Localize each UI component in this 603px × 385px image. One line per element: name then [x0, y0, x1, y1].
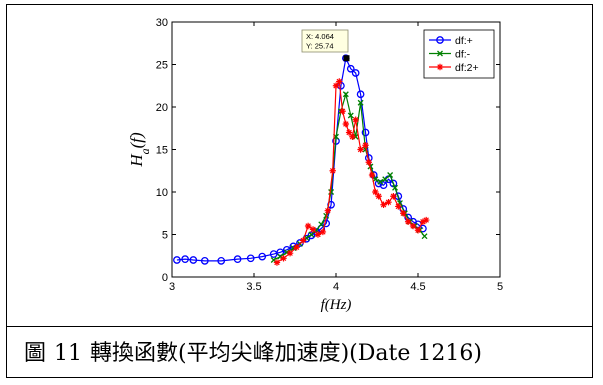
- data-point: [276, 248, 285, 257]
- x-tick-label: 5: [497, 281, 503, 293]
- legend-label: df:2+: [455, 62, 479, 74]
- x-tick-label: 3.5: [246, 281, 261, 293]
- series-2: [273, 78, 430, 266]
- legend-entry-2: df:2+: [429, 62, 479, 74]
- x-tick-label: 4.5: [410, 281, 425, 293]
- x-tick-label: 4: [333, 281, 339, 293]
- data-point: [189, 256, 198, 264]
- data-point: [437, 50, 443, 57]
- data-point: [423, 216, 430, 224]
- data-point: [342, 120, 350, 128]
- data-point: [273, 259, 281, 266]
- data-point: [319, 228, 327, 236]
- data-point: [387, 172, 394, 178]
- caption-text: 轉換函數(平均尖峰加速度)(Date 1216): [90, 341, 482, 366]
- data-point: [246, 254, 255, 263]
- data-point: [308, 231, 315, 238]
- data-point: [329, 167, 336, 174]
- data-point: [314, 231, 322, 238]
- data-point: [352, 116, 359, 123]
- data-point: [324, 207, 331, 214]
- data-point: [419, 218, 427, 225]
- caption-divider: [6, 326, 593, 327]
- data-point: [385, 199, 392, 206]
- data-point: [357, 99, 364, 106]
- series-layer: [173, 54, 430, 266]
- ticks-layer: 3 3.5 4 4.5 5 0 5 10 15 20 25 30: [156, 17, 503, 293]
- datatip-marker: [343, 55, 350, 62]
- y-tick-label: 10: [156, 187, 168, 199]
- data-point: [181, 255, 189, 263]
- data-point: [421, 233, 428, 240]
- data-point: [357, 146, 364, 153]
- y-tick-label: 5: [162, 230, 168, 242]
- data-point: [304, 222, 312, 230]
- y-tick-label: 15: [156, 145, 168, 157]
- data-point: [390, 193, 397, 200]
- data-point: [365, 159, 372, 166]
- datatip-x-label: X: 4.064: [306, 32, 334, 41]
- data-point: [347, 112, 354, 119]
- data-point: [372, 188, 379, 196]
- y-tick-label: 25: [156, 60, 168, 72]
- y-axis-label-suffix: (f): [127, 132, 146, 148]
- data-point: [361, 128, 370, 137]
- figure-caption: 圖 11 轉換函數(平均尖峰加速度)(Date 1216): [24, 336, 594, 372]
- data-point: [356, 90, 365, 99]
- data-point: [349, 133, 356, 140]
- data-point: [395, 203, 402, 210]
- data-point: [351, 69, 360, 77]
- data-point: [375, 193, 382, 200]
- caption-prefix: 圖: [24, 341, 47, 366]
- data-point: [436, 63, 444, 71]
- x-axis-label: f(Hz): [321, 297, 352, 313]
- legend-label: df:-: [455, 49, 471, 61]
- data-point: [280, 255, 287, 262]
- data-point: [342, 91, 349, 98]
- data-point: [336, 78, 343, 85]
- data-point: [258, 252, 267, 261]
- data-point: [409, 222, 417, 230]
- y-tick-label: 20: [156, 102, 168, 114]
- legend: df:+ df:-df:2+: [423, 29, 495, 79]
- data-point: [380, 201, 387, 208]
- y-axis-label-sub: a: [138, 148, 152, 154]
- data-point: [300, 237, 307, 244]
- y-axis-label: Ha(f): [127, 132, 152, 168]
- data-point: [200, 256, 209, 265]
- data-point: [392, 184, 398, 191]
- datatip-box: [301, 29, 349, 53]
- data-point: [233, 255, 242, 263]
- y-tick-label: 0: [162, 272, 168, 284]
- x-tick-label: 3: [169, 281, 175, 293]
- data-point: [332, 82, 340, 89]
- data-point: [318, 221, 325, 228]
- datatip-y-label: Y: 25.74: [306, 42, 334, 51]
- caption-number: 11: [54, 341, 83, 366]
- data-point: [436, 36, 444, 44]
- data-point: [404, 218, 412, 225]
- data-point: [400, 210, 407, 217]
- data-point: [339, 108, 346, 115]
- data-point: [414, 227, 422, 234]
- data-point: [377, 178, 384, 185]
- data-point: [362, 142, 369, 149]
- y-tick-label: 30: [156, 17, 168, 29]
- legend-entry-1: df:-: [429, 49, 471, 61]
- data-point: [217, 256, 226, 265]
- data-point: [345, 129, 353, 136]
- data-point: [382, 176, 389, 183]
- legend-label: df:+: [455, 35, 473, 47]
- legend-entry-0: df:+: [429, 35, 473, 47]
- y-axis-label-main: H: [127, 153, 146, 168]
- data-point: [286, 250, 294, 257]
- data-point: [379, 181, 388, 190]
- data-point: [368, 171, 376, 179]
- data-point: [293, 244, 300, 251]
- data-point: [309, 226, 317, 233]
- data-point: [346, 64, 355, 73]
- data-point: [173, 256, 181, 264]
